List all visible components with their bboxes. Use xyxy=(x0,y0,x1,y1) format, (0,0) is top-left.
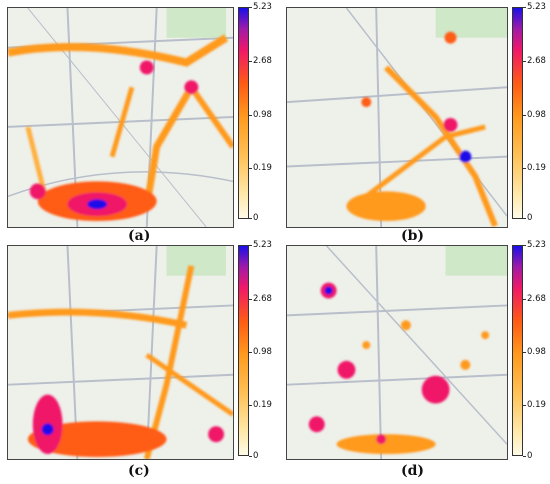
heat-layer-b xyxy=(346,31,498,227)
colorbar-c xyxy=(238,245,249,456)
caption-a: (a) xyxy=(128,228,151,244)
heatmap-d-svg xyxy=(287,246,507,459)
heatmap-c xyxy=(7,245,234,460)
colorbar-tick-a-2: 2.68 xyxy=(249,56,272,66)
heatmap-a-svg xyxy=(8,8,233,227)
heat-layer-c xyxy=(8,265,233,459)
colorbar-tick-d-min: 0 xyxy=(522,451,533,461)
road-network-c xyxy=(8,246,233,459)
colorbar-d xyxy=(512,245,523,456)
colorbar-tick-b-max: 5.23 xyxy=(523,2,546,12)
colorbar-tick-c-max: 5.23 xyxy=(249,240,272,250)
colorbar-tick-d-3: 0.98 xyxy=(523,347,546,357)
park-area xyxy=(445,246,507,276)
park-area xyxy=(166,246,227,276)
heat-layer-a xyxy=(8,34,233,222)
colorbar-tick-c-min: 0 xyxy=(248,451,259,461)
caption-d: (d) xyxy=(401,463,425,479)
colorbar-tick-a-max: 5.23 xyxy=(249,2,272,12)
heatmap-b xyxy=(286,7,508,228)
colorbar-tick-d-max: 5.23 xyxy=(523,240,546,250)
colorbar-tick-b-2: 2.68 xyxy=(523,56,546,66)
colorbar-b xyxy=(512,7,523,219)
caption-c: (c) xyxy=(128,463,150,479)
heat-layer-d xyxy=(308,282,490,455)
colorbar-a xyxy=(238,7,249,219)
park-area xyxy=(435,8,507,38)
colorbar-tick-d-4: 0.19 xyxy=(523,400,546,410)
colorbar-tick-d-2: 2.68 xyxy=(523,294,546,304)
colorbar-tick-a-min: 0 xyxy=(248,213,259,223)
colorbar-tick-a-3: 0.98 xyxy=(249,110,272,120)
heatmap-d xyxy=(286,245,508,460)
road-network-d xyxy=(287,246,507,459)
caption-b: (b) xyxy=(401,228,425,244)
colorbar-tick-a-4: 0.19 xyxy=(249,163,272,173)
heatmap-b-svg xyxy=(287,8,507,227)
colorbar-tick-c-3: 0.98 xyxy=(249,347,272,357)
colorbar-tick-c-4: 0.19 xyxy=(249,400,272,410)
colorbar-tick-b-4: 0.19 xyxy=(523,163,546,173)
heatmap-a xyxy=(7,7,234,228)
colorbar-tick-b-3: 0.98 xyxy=(523,110,546,120)
heatmap-c-svg xyxy=(8,246,233,459)
colorbar-tick-b-min: 0 xyxy=(522,213,533,223)
park-area xyxy=(166,8,227,38)
colorbar-tick-c-2: 2.68 xyxy=(249,294,272,304)
